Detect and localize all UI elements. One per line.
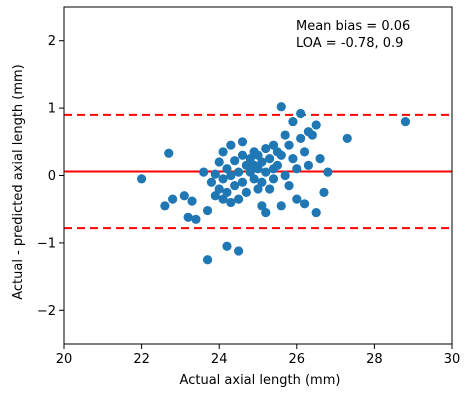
data-point bbox=[311, 120, 321, 130]
data-point bbox=[237, 150, 248, 160]
x-tick-label: 30 bbox=[444, 352, 461, 367]
data-point bbox=[284, 181, 294, 191]
data-point bbox=[210, 169, 220, 179]
data-point bbox=[222, 187, 232, 197]
y-tick-label: 1 bbox=[48, 102, 56, 117]
data-point bbox=[241, 187, 251, 197]
data-point bbox=[230, 156, 240, 166]
mean-bias-annotation: Mean bias = 0.06 bbox=[296, 19, 410, 34]
data-point bbox=[214, 157, 224, 167]
data-point bbox=[199, 167, 209, 177]
data-point bbox=[226, 197, 236, 208]
x-axis-label: Actual axial length (mm) bbox=[180, 373, 341, 388]
data-point bbox=[311, 207, 321, 218]
data-point bbox=[288, 116, 298, 127]
data-point bbox=[222, 241, 232, 251]
data-point bbox=[237, 177, 248, 187]
data-point bbox=[218, 194, 228, 204]
data-point bbox=[257, 201, 267, 211]
data-point bbox=[323, 167, 333, 177]
data-point bbox=[253, 184, 263, 194]
data-point bbox=[253, 150, 263, 160]
data-point bbox=[230, 181, 240, 191]
data-point bbox=[137, 174, 147, 184]
data-point bbox=[234, 167, 244, 177]
data-point bbox=[292, 164, 302, 174]
data-point bbox=[276, 201, 286, 211]
data-point bbox=[257, 177, 267, 187]
data-point bbox=[241, 160, 251, 170]
data-point bbox=[276, 150, 286, 160]
data-point bbox=[202, 255, 213, 265]
data-point bbox=[234, 194, 244, 204]
data-point bbox=[249, 174, 259, 184]
data-points bbox=[137, 102, 411, 265]
data-point bbox=[257, 157, 267, 167]
data-point bbox=[160, 201, 170, 211]
data-point bbox=[168, 194, 178, 204]
data-point bbox=[261, 207, 271, 218]
data-point bbox=[187, 196, 197, 206]
data-point bbox=[222, 164, 232, 174]
data-point bbox=[237, 137, 248, 147]
data-point bbox=[342, 133, 352, 144]
data-point bbox=[296, 133, 306, 144]
data-point bbox=[245, 154, 255, 164]
y-axis-label: Actual - predicted axial length (mm) bbox=[11, 64, 26, 300]
x-axis-ticks: 20 22 24 26 28 30 bbox=[56, 344, 461, 367]
data-point bbox=[214, 184, 224, 194]
y-tick-label: −2 bbox=[37, 304, 56, 319]
data-point bbox=[299, 147, 310, 157]
data-point bbox=[210, 191, 220, 201]
data-point bbox=[280, 170, 290, 181]
data-point bbox=[272, 160, 282, 170]
data-point bbox=[265, 184, 275, 194]
data-point bbox=[276, 102, 286, 112]
data-point bbox=[261, 167, 271, 177]
data-point bbox=[226, 170, 236, 181]
data-point bbox=[206, 177, 217, 187]
data-point bbox=[296, 108, 306, 119]
x-tick-label: 24 bbox=[211, 352, 228, 367]
data-point bbox=[179, 191, 189, 201]
y-tick-label: 2 bbox=[48, 34, 56, 49]
data-point bbox=[191, 214, 201, 224]
data-point bbox=[218, 147, 228, 157]
y-tick-label: −1 bbox=[37, 236, 56, 251]
data-point bbox=[307, 130, 317, 140]
y-axis-ticks: −2 −1 0 1 2 bbox=[37, 34, 64, 319]
x-tick-label: 20 bbox=[56, 352, 73, 367]
x-tick-label: 22 bbox=[133, 352, 150, 367]
data-point bbox=[253, 164, 263, 174]
data-point bbox=[292, 194, 302, 204]
data-point bbox=[245, 167, 255, 177]
data-point bbox=[303, 160, 314, 170]
data-point bbox=[268, 140, 279, 150]
data-point bbox=[183, 212, 193, 222]
data-point bbox=[319, 187, 329, 197]
data-point bbox=[280, 130, 290, 140]
data-point bbox=[400, 116, 411, 127]
data-point bbox=[261, 143, 271, 154]
y-tick-label: 0 bbox=[48, 169, 56, 184]
data-point bbox=[234, 246, 244, 256]
data-point bbox=[226, 140, 236, 150]
data-point bbox=[164, 148, 174, 158]
x-tick-label: 28 bbox=[366, 352, 383, 367]
data-point bbox=[284, 140, 294, 150]
data-point bbox=[268, 174, 279, 184]
x-tick-label: 26 bbox=[289, 352, 306, 367]
data-point bbox=[288, 154, 298, 164]
loa-annotation: LOA = -0.78, 0.9 bbox=[296, 36, 403, 51]
data-point bbox=[202, 205, 213, 216]
data-point bbox=[218, 174, 228, 184]
data-point bbox=[315, 154, 325, 164]
data-point bbox=[299, 199, 310, 209]
data-point bbox=[265, 154, 275, 164]
